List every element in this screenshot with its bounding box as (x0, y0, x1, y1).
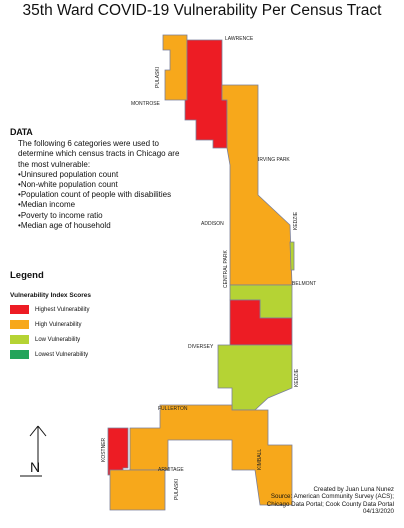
north-label: N (30, 459, 40, 475)
legend-item: High Vulnerability (10, 320, 160, 329)
street-label: BELMONT (292, 281, 316, 287)
legend-items: Highest Vulnerability High Vulnerability L… (10, 305, 160, 359)
tract (162, 34, 188, 101)
data-bullet: Population count of people with disabili… (18, 190, 180, 200)
legend-label: Low Vulnerability (35, 336, 81, 343)
data-bullets: Uninsured population countNon-white popu… (18, 170, 180, 231)
street-label: ADDISON (201, 221, 224, 227)
legend-swatch (10, 350, 29, 359)
data-bullet: Uninsured population count (18, 170, 180, 180)
legend-item: Highest Vulnerability (10, 305, 160, 314)
north-arrow (20, 425, 47, 477)
legend-item: Lowest Vulnerability (10, 350, 160, 359)
data-bullet: Poverty to income ratio (18, 211, 180, 221)
street-label: PULASKI (155, 67, 161, 88)
tract (184, 39, 228, 149)
street-label: DIVERSEY (188, 344, 214, 350)
tracts (107, 34, 295, 511)
credit-line: Created by Juan Luna Nunez (313, 486, 395, 493)
tract (217, 344, 293, 411)
tract (129, 404, 293, 506)
data-bullet: Non-white population count (18, 180, 180, 190)
data-section: DATA The following 6 categories were use… (10, 127, 180, 231)
legend: Legend Vulnerability Index Scores Highes… (10, 270, 160, 365)
legend-swatch (10, 320, 29, 329)
street-label: PULASKI (174, 479, 180, 500)
street-label: IRVING PARK (258, 157, 290, 163)
legend-label: High Vulnerability (35, 321, 82, 328)
street-label: KEDZIE (293, 211, 299, 230)
street-label: ARMITAGE (158, 467, 184, 473)
tract (289, 241, 295, 271)
legend-label: Lowest Vulnerability (35, 351, 89, 358)
tract (107, 427, 129, 476)
legend-label: Highest Vulnerability (35, 306, 90, 313)
legend-swatch (10, 335, 29, 344)
credit-line: 04/13/2020 (363, 508, 394, 516)
credit-line: Chicago Data Portal; Cook County Data Po… (266, 500, 394, 508)
tract (109, 469, 166, 511)
legend-swatch (10, 305, 29, 314)
title: 35th Ward COVID-19 Vulnerability Per Cen… (22, 2, 382, 19)
credits: Created by Juan Luna Nunez Source: Americ… (267, 486, 394, 516)
street-label: KOSTNER (101, 437, 107, 462)
street-label: CENTRAL PARK (223, 250, 229, 288)
data-bullet: Median income (18, 200, 180, 210)
data-bullet: Median age of household (18, 221, 180, 231)
legend-subtitle: Vulnerability Index Scores (10, 292, 92, 299)
data-intro: The following 6 categories were used to … (18, 139, 180, 169)
tract (221, 84, 293, 286)
street-label: KEDZIE (294, 368, 300, 387)
street-label: FULLERTON (158, 406, 188, 412)
legend-item: Low Vulnerability (10, 335, 160, 344)
data-heading: DATA (10, 127, 33, 137)
legend-title: Legend (10, 270, 44, 281)
street-label: MONTROSE (131, 101, 161, 107)
street-label: LAWRENCE (225, 36, 254, 42)
credit-line: Source: American Community Survey (ACS); (270, 493, 394, 501)
street-label: KIMBALL (257, 449, 263, 470)
